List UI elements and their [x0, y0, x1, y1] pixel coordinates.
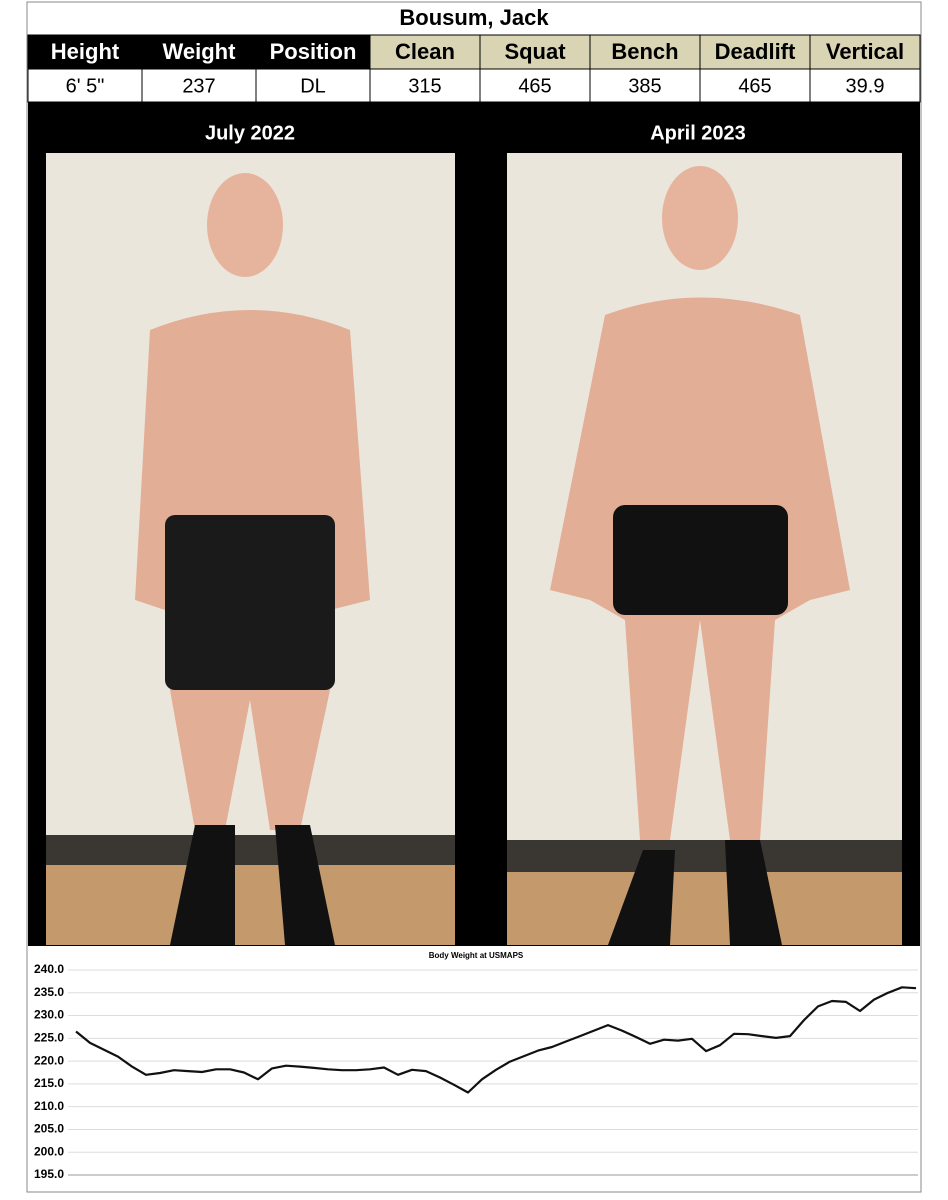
- y-tick-label: 195.0: [34, 1167, 64, 1181]
- header-cell: [589, 34, 701, 70]
- y-tick-label: 220.0: [34, 1053, 64, 1067]
- floor: [507, 872, 902, 945]
- shorts: [613, 505, 788, 615]
- column-header: Vertical: [826, 39, 904, 64]
- header-cell: [809, 34, 921, 70]
- y-tick-label: 200.0: [34, 1144, 64, 1158]
- column-header: Deadlift: [715, 39, 796, 64]
- column-header: Weight: [163, 39, 237, 64]
- y-tick-label: 225.0: [34, 1031, 64, 1045]
- athlete-name: Bousum, Jack: [399, 5, 549, 30]
- stat-value: 6' 5": [66, 75, 105, 97]
- stat-value: 465: [738, 75, 771, 97]
- person: [207, 173, 283, 277]
- person: [662, 166, 738, 270]
- socks: [608, 840, 782, 945]
- value-cell: [27, 68, 143, 103]
- column-header: Squat: [504, 39, 566, 64]
- stat-value: 237: [182, 75, 215, 97]
- photo-before: [46, 153, 455, 945]
- y-tick-label: 235.0: [34, 985, 64, 999]
- header-cell: [699, 34, 811, 70]
- stat-value: 39.9: [846, 75, 885, 97]
- stat-value: DL: [300, 75, 326, 97]
- stat-value: 385: [628, 75, 661, 97]
- y-tick-label: 230.0: [34, 1008, 64, 1022]
- header-cell: [479, 34, 591, 70]
- column-header: Height: [51, 39, 120, 64]
- chart-title: Body Weight at USMAPS: [429, 951, 524, 960]
- photo-after: [507, 153, 902, 945]
- floor: [46, 865, 455, 945]
- stat-value: 315: [408, 75, 441, 97]
- photo-label: April 2023: [650, 122, 746, 144]
- socks: [170, 825, 335, 945]
- header-cell: [255, 34, 371, 70]
- column-header: Position: [270, 39, 357, 64]
- baseboard: [46, 835, 455, 865]
- line-series: [75, 986, 917, 1094]
- baseboard: [507, 840, 902, 872]
- y-tick-label: 240.0: [34, 962, 64, 976]
- column-header: Clean: [395, 39, 455, 64]
- header-cell: [27, 34, 143, 70]
- photo-label: July 2022: [205, 122, 295, 144]
- stat-value: 465: [518, 75, 551, 97]
- value-cell: [809, 68, 921, 103]
- stats-table: Height 6' 5" Weight 237 Position DL Clean 315 Sq…: [27, 34, 921, 103]
- y-tick-label: 210.0: [34, 1099, 64, 1113]
- y-tick-label: 215.0: [34, 1076, 64, 1090]
- column-header: Bench: [611, 39, 678, 64]
- frame: [26, 1, 922, 1193]
- header-cell: [369, 34, 481, 70]
- chart: 195.0 200.0 205.0 210.0 215.0 220.0 225.0 230.0…: [34, 962, 918, 1181]
- y-tick-label: 205.0: [34, 1122, 64, 1136]
- shorts: [165, 515, 335, 690]
